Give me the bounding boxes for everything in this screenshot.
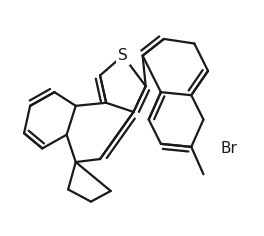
Text: Br: Br	[220, 141, 237, 156]
Text: S: S	[118, 48, 128, 63]
